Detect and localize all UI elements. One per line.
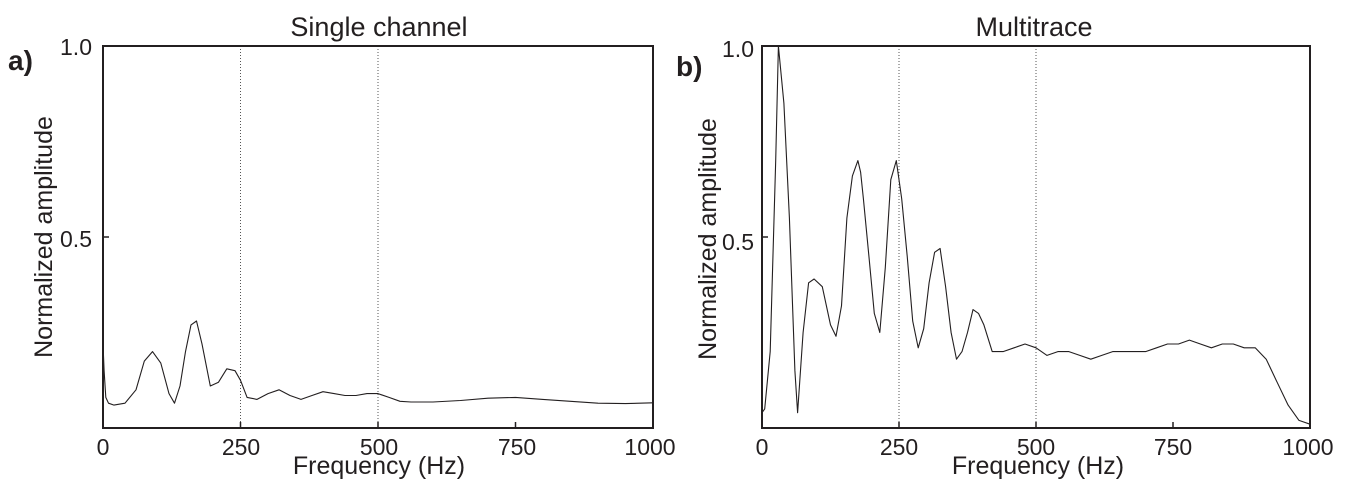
x-tick-label-a-3: 750 <box>498 434 536 460</box>
panel-label-a: a) <box>8 45 33 76</box>
x-tick-label-b-3: 750 <box>1154 434 1192 460</box>
y-tick-label-a-0: 0.5 <box>60 226 92 252</box>
chart-title-single-channel: Single channel <box>290 12 467 42</box>
series-line-a-0 <box>102 320 654 406</box>
x-tick-label-b-4: 1000 <box>1282 434 1333 460</box>
x-tick-label-a-1: 250 <box>222 434 260 460</box>
x-tick-label-a-0: 0 <box>97 434 110 460</box>
y-tick-label-b-0: 0.5 <box>722 229 754 255</box>
panel-multitrace: b) Multitrace Normalized amplitude Frequ… <box>676 12 1334 480</box>
y-tick-label-b-1: 1.0 <box>722 36 754 62</box>
plot-frame-a <box>102 45 654 429</box>
x-tick-label-a-4: 1000 <box>624 434 675 460</box>
x-axis-label-a: Frequency (Hz) <box>293 452 465 480</box>
panel-single-channel: a) Single channel Normalized amplitude F… <box>8 12 676 480</box>
y-axis-label-a: Normalized amplitude <box>30 116 58 358</box>
y-axis-label-b: Normalized amplitude <box>694 118 722 360</box>
series-line-b-0 <box>761 45 1311 425</box>
plot-frame-b <box>761 45 1311 429</box>
chart-title-multitrace: Multitrace <box>975 12 1092 42</box>
x-tick-label-b-1: 250 <box>880 434 918 460</box>
y-tick-label-a-1: 1.0 <box>60 34 92 60</box>
x-tick-label-b-0: 0 <box>756 434 769 460</box>
x-tick-label-b-2: 500 <box>1017 434 1055 460</box>
plot-area-b <box>761 45 1311 429</box>
x-axis-label-b: Frequency (Hz) <box>952 452 1124 480</box>
plot-area-a <box>102 45 654 429</box>
panel-label-b: b) <box>676 51 702 82</box>
x-tick-label-a-2: 500 <box>360 434 398 460</box>
